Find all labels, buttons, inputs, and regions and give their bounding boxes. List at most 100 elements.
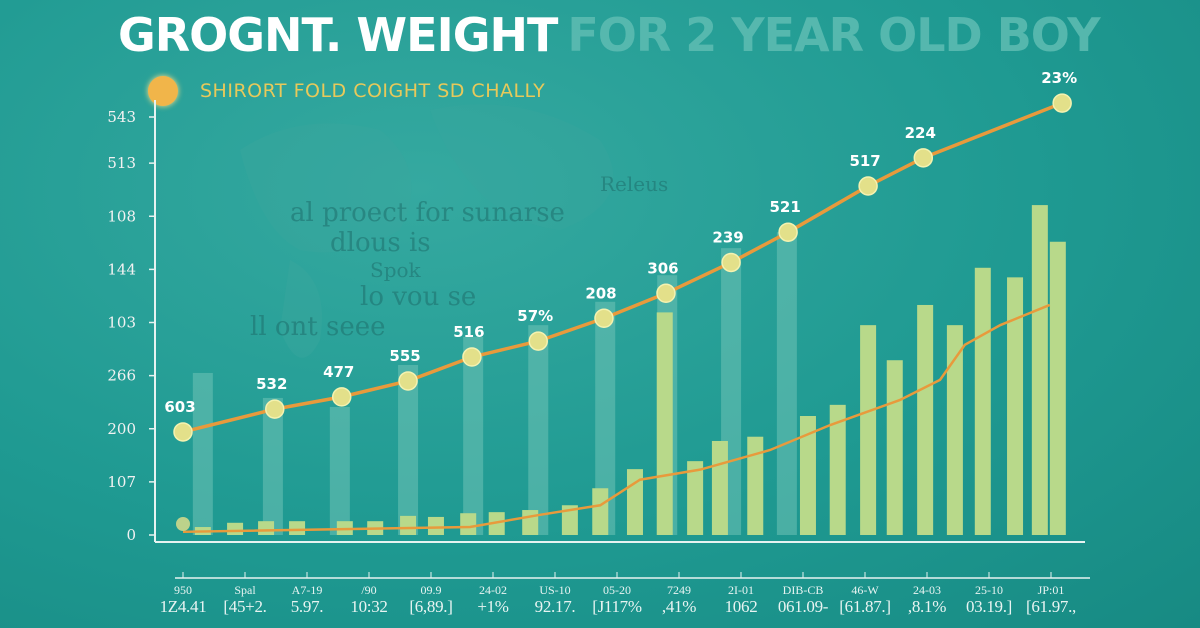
data-label: 517 [849,152,880,170]
x-tick-sublabel: [61.97., [1026,597,1076,616]
y-tick-label: 103 [107,314,136,332]
data-point [913,148,934,168]
data-label: 208 [585,284,616,302]
bar [258,521,275,535]
ghost-text: Spok [370,258,421,282]
bar [974,267,991,535]
lower-line [182,303,1051,534]
y-tick-label: 108 [107,207,136,225]
ghost-bar [776,232,797,535]
x-tick-label: US-10 [539,583,570,597]
x-tick-sublabel: 5.97. [291,597,324,616]
bar [592,488,609,535]
y-tick-label: 144 [107,260,136,278]
x-tick-label: 24-03 [913,583,941,597]
bar [799,416,816,535]
bar [860,325,877,535]
data-label: 555 [389,347,420,365]
data-label: 306 [647,259,678,277]
ghost-bar [262,397,283,535]
x-tick-sublabel: 061.09- [778,597,829,616]
x-tick-label: Spal [234,583,256,597]
ghost-text: lo vou se [360,282,477,312]
x-tick-label: 24-02 [479,583,507,597]
ghost-text: dlous is [330,228,431,258]
legend: SHIRORT FOLD COIGHT SD CHALLY [148,76,545,106]
data-label: 224 [905,124,936,142]
data-point [594,308,614,328]
x-tick-label: 7249 [667,583,691,597]
ghost-bar [398,365,419,535]
x-tick-sublabel: 10:32 [350,597,387,616]
data-label: 239 [712,228,743,246]
bar [460,513,477,535]
bar [711,440,728,535]
x-tick-sublabel: [J117% [592,597,642,616]
x-tick-label: 46-W [851,583,879,597]
x-tick-sublabel: 1Z4.41 [160,597,207,616]
data-label: 477 [323,363,354,381]
data-label: 532 [256,375,287,393]
x-tick-sublabel: ,8.1% [908,597,946,616]
bar [656,312,673,535]
y-tick-label: 200 [107,420,136,438]
x-tick-sublabel: 1062 [725,597,758,616]
data-point [1052,93,1072,113]
x-tick-label: 25-10 [975,583,1003,597]
bar [829,404,846,535]
bar [917,304,934,535]
data-point [778,222,798,242]
ghost-bar [528,325,549,535]
ghost-bar [192,372,213,535]
y-tick-label: 107 [107,473,136,491]
y-tick-label: 266 [107,367,136,385]
x-tick-sublabel: [6,89.] [409,597,452,616]
x-tick-label: 2I-01 [728,583,754,597]
bar [427,516,444,535]
ghost-text: Releus [600,172,669,196]
ghost-bar [329,406,350,535]
bar [1049,241,1066,535]
data-point [176,517,190,531]
bar [747,436,764,535]
data-label: 23% [1041,69,1077,87]
bar [946,325,963,535]
y-tick-label: 513 [107,154,136,172]
bar [886,360,903,535]
ghost-bar [595,301,616,535]
data-point [331,387,352,407]
x-tick-label: JP:01 [1038,583,1065,597]
data-label: 603 [164,398,195,416]
x-tick-sublabel: +1% [477,597,508,616]
bar [561,505,578,535]
y-tick-label: 543 [107,108,136,126]
x-tick-label: 05-20 [603,583,631,597]
data-point [398,371,418,391]
x-tick-sublabel: 92.17. [535,597,576,616]
data-point [721,252,741,273]
data-point [656,283,676,304]
legend-label: SHIRORT FOLD COIGHT SD CHALLY [200,80,546,102]
data-point [858,176,878,196]
chart-title: GROGNT. WEIGHT FOR 2 YEAR OLD BOY [118,8,1101,62]
bar [227,522,244,535]
x-tick-label: /90 [361,583,376,597]
data-point [462,347,482,367]
x-tick-sublabel: 03.19.] [966,597,1012,616]
x-tick-label: 09.9 [421,583,442,597]
data-label: 57% [517,307,553,325]
bar [1031,205,1048,535]
data-point [528,331,549,351]
data-point [265,399,285,419]
x-tick-label: A7-19 [292,583,323,597]
legend-marker-icon [148,76,178,106]
data-point [173,422,193,442]
x-tick-label: DIB-CB [783,583,824,597]
y-tick-label: 0 [126,526,136,544]
ghost-text: al proect for sunarse [290,198,565,228]
bar [687,461,704,535]
title-part-2: FOR 2 YEAR OLD BOY [567,8,1100,62]
x-tick-sublabel: [45+2. [223,597,266,616]
